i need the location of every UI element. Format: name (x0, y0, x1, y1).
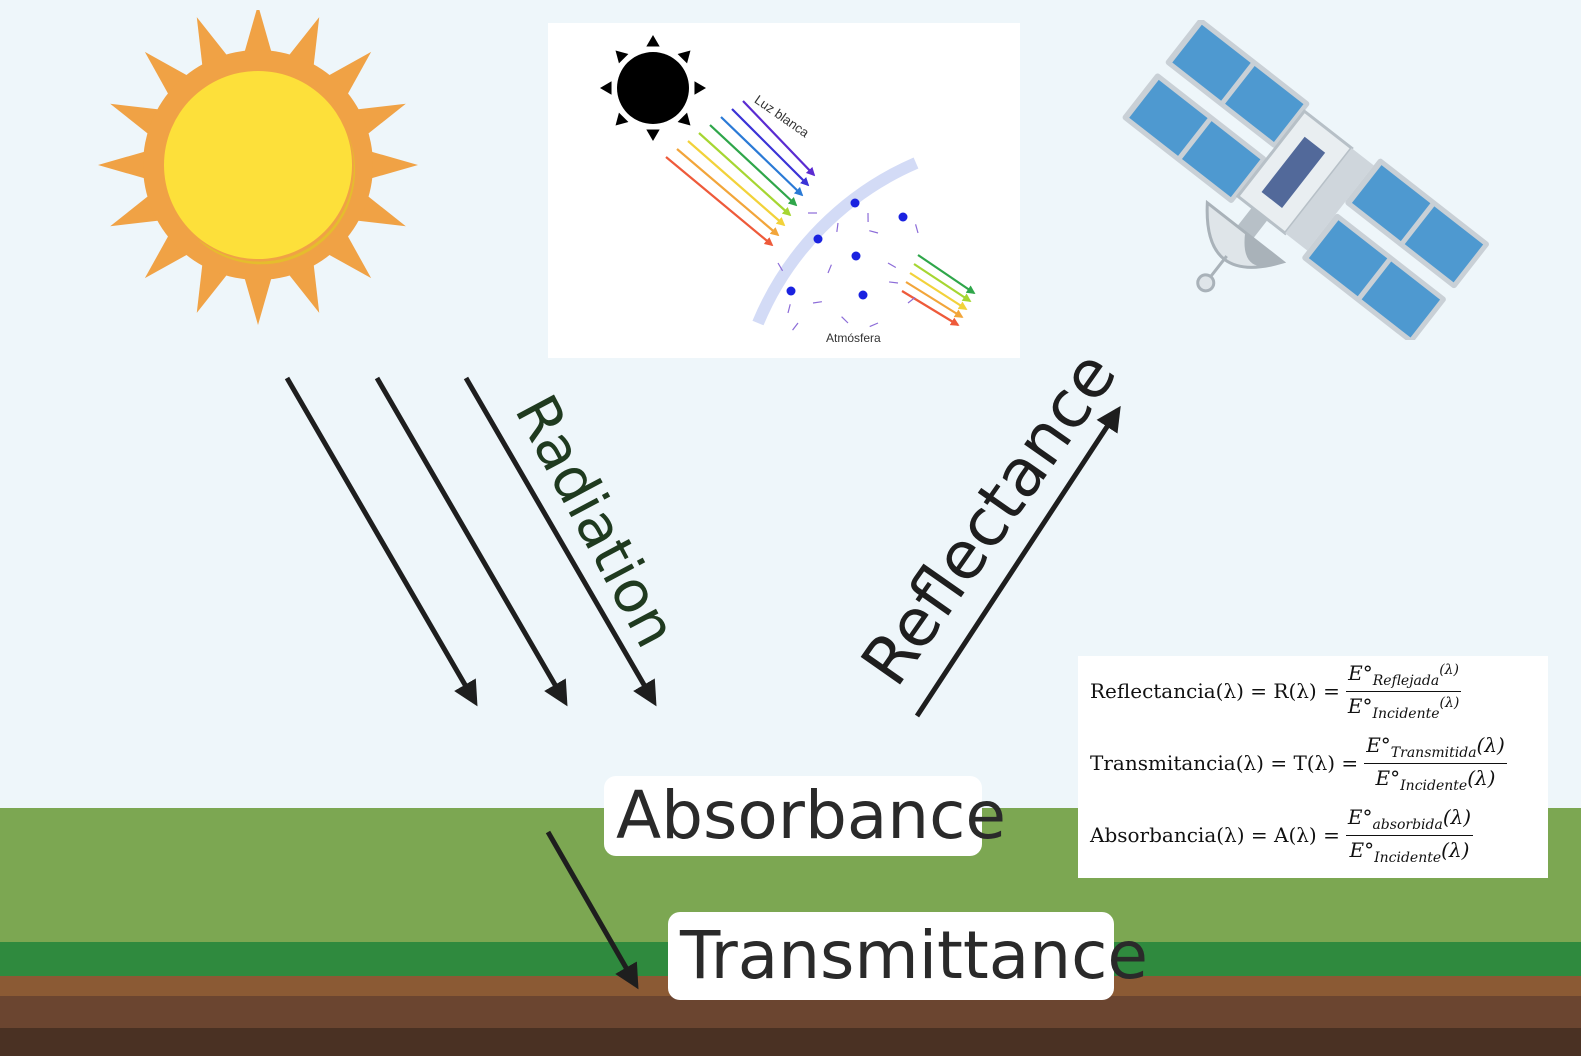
formula-numerator: E°Transmitida(λ) (1364, 733, 1507, 764)
scatter-stroke (869, 230, 879, 234)
black-sun-core (617, 52, 689, 124)
scatter-stroke (777, 262, 784, 272)
formula-lhs: Reflectancia(λ) = R(λ) = (1090, 679, 1340, 703)
scatter-stroke (812, 301, 822, 304)
light-ray (698, 132, 792, 217)
soil-bottom (0, 1028, 1581, 1056)
light-ray (720, 116, 804, 197)
scattered-ray (901, 290, 960, 326)
black-sun-ray (677, 50, 691, 64)
black-sun-ray (615, 112, 629, 126)
formula-fraction: E°Reflejada(λ) E°Incidente(λ) (1346, 661, 1461, 722)
light-ray (665, 156, 774, 247)
formula-fraction: E°Transmitida(λ) E°Incidente(λ) (1364, 733, 1507, 794)
formula-fraction: E°absorbida(λ) E°Incidente(λ) (1345, 805, 1474, 866)
molecule (850, 198, 860, 208)
scattered-ray (913, 263, 972, 302)
scatter-stroke (869, 322, 879, 328)
satellite-icon (1122, 20, 1489, 340)
molecule (786, 286, 796, 296)
black-sun-ray (646, 35, 660, 47)
formula-numerator: E°Reflejada(λ) (1346, 661, 1461, 692)
scattered-ray (905, 281, 964, 318)
absorbance-label: Absorbance (616, 777, 1007, 854)
reflectance-formula: Reflectancia(λ) = R(λ) = E°Reflejada(λ) … (1090, 660, 1461, 722)
scatter-stroke (888, 281, 899, 284)
scatter-stroke (907, 296, 916, 304)
scattered-ray (909, 272, 968, 310)
transmittance-label: Transmittance (680, 917, 1148, 994)
molecule (851, 251, 861, 261)
scatter-stroke (887, 262, 897, 268)
molecule (813, 234, 823, 244)
black-sun-ray (615, 50, 629, 64)
black-sun-ray (694, 81, 706, 95)
scatter-stroke (915, 224, 919, 234)
formula-denominator: E°Incidente(λ) (1349, 837, 1470, 866)
formula-lhs: Absorbancia(λ) = A(λ) = (1090, 823, 1340, 847)
light-ray (676, 148, 780, 237)
scattered-light-rays (901, 254, 976, 326)
molecule (858, 290, 868, 300)
atmosphere-label: Atmósfera (826, 331, 881, 345)
scatter-stroke (841, 316, 849, 324)
black-sun-ray (677, 112, 691, 126)
light-ray (742, 100, 816, 177)
formula-denominator: E°Incidente(λ) (1347, 693, 1460, 722)
transmittance-label-box (668, 912, 1114, 1000)
formula-lhs: Transmitancia(λ) = T(λ) = (1090, 751, 1359, 775)
black-sun-ray (646, 129, 660, 141)
light-ray (687, 140, 786, 227)
light-ray (709, 124, 798, 207)
atmosphere-arc (752, 157, 919, 326)
absorbance-formula: Absorbancia(λ) = A(λ) = E°absorbida(λ) E… (1090, 804, 1474, 866)
scatter-stroke (792, 322, 799, 331)
formula-numerator: E°absorbida(λ) (1345, 805, 1474, 836)
air-molecules (777, 198, 919, 331)
atmosphere-scattering-inset: Luz blanca Atmósfera (548, 23, 1020, 358)
light-ray (731, 108, 810, 187)
scatter-stroke (787, 304, 791, 314)
absorbance-label-box (604, 776, 982, 856)
white-light-rays (665, 100, 816, 247)
black-sun-icon (600, 35, 706, 141)
formula-panel: Reflectancia(λ) = R(λ) = E°Reflejada(λ) … (1078, 656, 1548, 878)
formula-denominator: E°Incidente(λ) (1375, 765, 1496, 794)
sun-icon (98, 10, 418, 325)
scatter-stroke (836, 222, 839, 233)
molecule (898, 212, 908, 222)
black-sun-ray (600, 81, 612, 95)
white-light-label: Luz blanca (752, 92, 813, 141)
transmittance-formula: Transmitancia(λ) = T(λ) = E°Transmitida(… (1090, 732, 1507, 794)
inset-drawing: Luz blanca Atmósfera (600, 35, 976, 345)
scatter-stroke (827, 264, 832, 274)
scattered-ray (917, 254, 976, 294)
